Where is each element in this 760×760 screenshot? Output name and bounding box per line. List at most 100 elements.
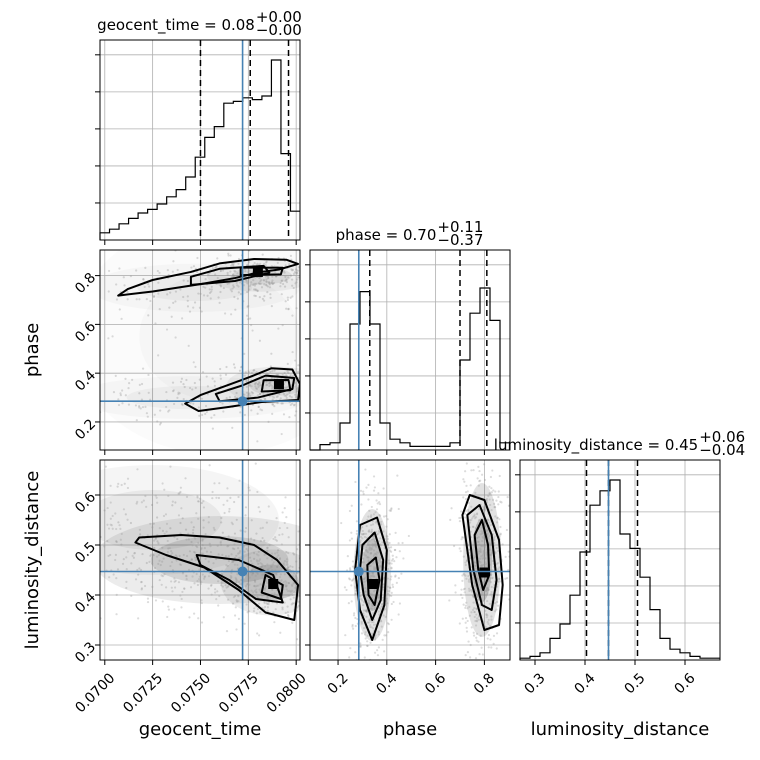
sample-point: [277, 554, 280, 557]
sample-point: [209, 230, 211, 232]
sample-point: [319, 277, 321, 279]
sample-point: [391, 557, 395, 561]
sample-point: [278, 557, 281, 561]
sample-point: [361, 557, 365, 560]
sample-point: [34, 394, 36, 396]
sample-point: [168, 547, 171, 550]
sample-point: [376, 502, 379, 505]
sample-point: [126, 486, 130, 490]
sample-point: [490, 573, 493, 576]
sample-point: [280, 432, 283, 436]
sample-point: [490, 577, 494, 580]
sample-point: [367, 603, 371, 606]
sample-point: [258, 339, 262, 342]
sample-point: [373, 567, 376, 571]
title-text: luminosity_distance = 0.45: [494, 436, 698, 455]
sample-point: [14, 499, 16, 501]
sample-point: [459, 593, 463, 596]
sample-point: [486, 518, 489, 521]
sample-point: [148, 285, 151, 288]
sample-point: [253, 294, 256, 297]
sample-point: [449, 518, 452, 521]
sample-point: [219, 540, 222, 543]
sample-point: [334, 322, 336, 324]
sample-point: [316, 373, 318, 375]
sample-point: [261, 564, 265, 567]
sample-point: [483, 565, 487, 568]
sample-point: [368, 621, 371, 624]
sample-point: [402, 557, 405, 560]
sample-point: [295, 271, 298, 274]
sample-point: [494, 551, 497, 554]
sample-point: [187, 568, 191, 571]
sample-point: [253, 584, 256, 588]
sample-point: [115, 283, 118, 286]
sample-point: [161, 529, 165, 532]
sample-point: [264, 398, 267, 401]
sample-point: [291, 295, 294, 298]
sample-point: [284, 275, 287, 278]
histogram-frame-luminosity_distance: [519, 459, 721, 661]
sample-point: [157, 292, 160, 295]
sample-point: [236, 573, 239, 576]
sample-point: [143, 285, 146, 289]
sample-point: [491, 498, 495, 501]
sample-point: [193, 381, 196, 385]
sample-point: [348, 539, 352, 542]
sample-point: [485, 613, 488, 617]
sample-point: [291, 565, 294, 569]
sample-point: [374, 521, 377, 524]
sample-point: [214, 557, 218, 561]
sample-point: [340, 521, 343, 525]
sample-point: [362, 609, 366, 612]
sample-point: [339, 382, 341, 384]
sample-point: [360, 532, 363, 536]
sample-point: [374, 544, 377, 548]
sample-point: [171, 270, 174, 273]
sample-point: [263, 587, 266, 590]
sample-point: [370, 531, 373, 534]
sample-point: [368, 564, 371, 567]
sample-point: [109, 517, 112, 520]
sample-point: [258, 510, 262, 513]
title-sub: −0.04: [699, 441, 745, 459]
sample-point: [218, 594, 221, 598]
sample-point: [311, 592, 313, 594]
sample-point: [207, 273, 210, 276]
sample-point: [492, 489, 495, 492]
sample-point: [225, 396, 228, 400]
sample-point: [249, 537, 253, 540]
sample-point: [311, 512, 313, 514]
sample-point: [392, 600, 395, 604]
sample-point: [303, 585, 305, 587]
sample-point: [464, 491, 468, 494]
sample-point: [359, 645, 362, 648]
sample-point: [87, 585, 89, 587]
sample-point: [377, 529, 380, 533]
sample-point: [249, 317, 252, 320]
sample-point: [150, 503, 154, 507]
sample-point: [226, 282, 229, 285]
sample-point: [311, 575, 313, 577]
sample-point: [156, 501, 159, 504]
sample-point: [305, 369, 307, 371]
sample-point: [375, 499, 378, 502]
sample-point: [200, 547, 203, 550]
sample-point: [189, 586, 193, 589]
sample-point: [230, 576, 233, 579]
sample-point: [270, 565, 273, 568]
sample-point: [469, 588, 473, 591]
sample-point: [491, 559, 494, 563]
sample-point: [60, 529, 62, 531]
x-axis-label-luminosity_distance: luminosity_distance: [531, 719, 710, 740]
sample-point: [393, 560, 396, 563]
sample-point: [374, 634, 377, 637]
sample-point: [198, 378, 201, 381]
sample-point: [319, 626, 321, 628]
sample-point: [211, 266, 214, 270]
sample-point: [489, 553, 492, 557]
sample-point: [368, 530, 371, 533]
sample-point: [117, 521, 120, 524]
sample-point: [157, 553, 160, 557]
sample-point: [182, 295, 185, 299]
